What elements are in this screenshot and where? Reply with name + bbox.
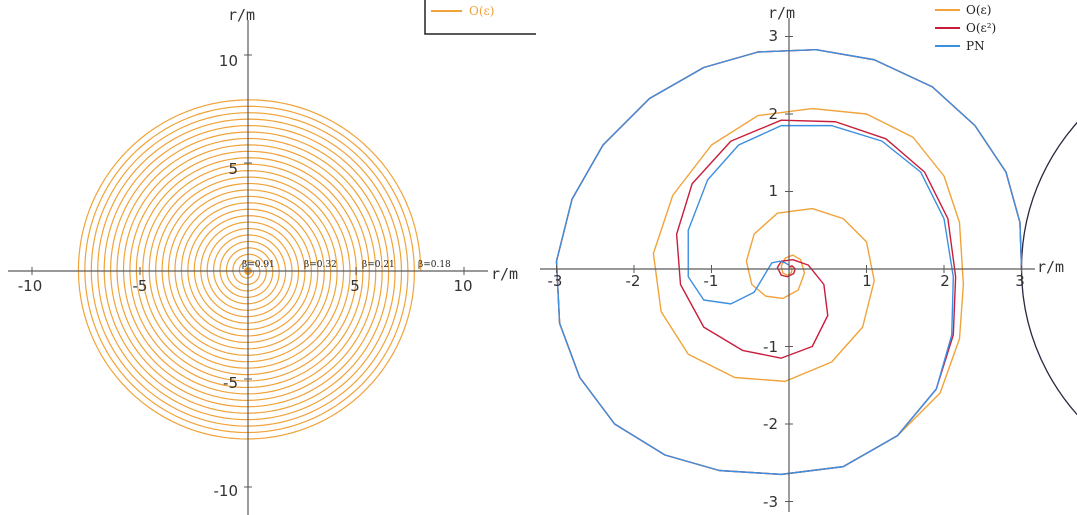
left-xtick-label-n5: -5 <box>133 277 148 295</box>
right-x-axis-label: r/m <box>1037 258 1064 276</box>
right-xtick-label-n2: -2 <box>626 272 641 290</box>
right-ytick-label-n3: -3 <box>763 493 778 511</box>
left-beta-label-4: β=0.18 <box>418 260 451 270</box>
right-ytick-label-3: 3 <box>768 27 778 45</box>
left-panel: -10 -5 5 10 10 5 -5 -10 r/m r/m β=0.91 β… <box>8 0 536 515</box>
right-legend-label-1: O(ε) <box>966 3 991 17</box>
left-y-axis-label: r/m <box>228 6 255 24</box>
left-xtick-label-n10: -10 <box>18 277 43 295</box>
left-ytick-label-n5: -5 <box>223 374 238 392</box>
left-tick-marks <box>31 54 465 488</box>
left-legend-box <box>424 0 536 35</box>
right-y-axis-label: r/m <box>768 4 795 22</box>
left-beta-label-2: β=0.32 <box>304 260 337 270</box>
right-xtick-label-n3: -3 <box>548 272 563 290</box>
right-ytick-label-n2: -2 <box>763 415 778 433</box>
left-legend-label-1: O(ε) <box>469 4 494 18</box>
right-panel: -3 -2 -1 1 2 3 3 2 1 -1 -2 -3 r/m r/m O(… <box>540 3 1077 512</box>
left-xtick-label-10: 10 <box>453 277 472 295</box>
right-legend-label-3: PN <box>966 39 985 53</box>
right-tick-marks <box>556 36 1022 502</box>
right-series-line-2 <box>555 48 1023 476</box>
right-xtick-label-n1: -1 <box>704 272 719 290</box>
left-beta-label-1: β=0.91 <box>242 260 275 270</box>
left-ytick-label-5: 5 <box>228 160 238 178</box>
right-legend-label-2: O(ε²) <box>966 21 996 35</box>
right-legend: O(ε) O(ε²) PN <box>935 3 996 53</box>
left-ytick-label-10: 10 <box>219 52 238 70</box>
right-xtick-label-1: 1 <box>862 272 872 290</box>
right-ytick-label-n1: -1 <box>763 338 778 356</box>
left-ytick-label-n10: -10 <box>214 482 239 500</box>
left-legend: O(ε) <box>424 0 536 35</box>
left-xtick-label-5: 5 <box>350 277 360 295</box>
left-x-axis-label: r/m <box>491 265 518 283</box>
right-ytick-label-2: 2 <box>768 105 778 123</box>
right-xtick-label-2: 2 <box>940 272 950 290</box>
right-xtick-label-3: 3 <box>1015 272 1025 290</box>
right-series-group <box>555 48 1077 476</box>
right-ytick-label-1: 1 <box>768 182 778 200</box>
left-beta-label-3: β=0.21 <box>362 260 395 270</box>
